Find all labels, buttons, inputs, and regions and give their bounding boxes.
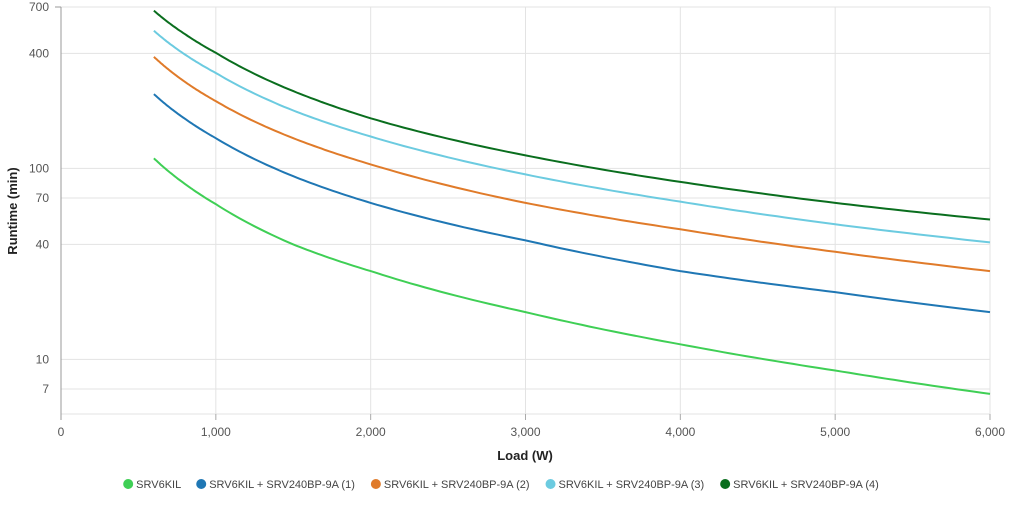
y-tick-label: 10 bbox=[36, 352, 50, 366]
legend-label: SRV6KIL + SRV240BP-9A (1) bbox=[209, 479, 355, 491]
y-tick-label: 40 bbox=[36, 237, 50, 251]
legend-marker-icon bbox=[196, 479, 207, 489]
series-line bbox=[153, 157, 991, 395]
legend-label: SRV6KIL bbox=[136, 479, 181, 491]
legend-label: SRV6KIL + SRV240BP-9A (2) bbox=[384, 479, 530, 491]
legend-item[interactable]: SRV6KIL + SRV240BP-9A (4) bbox=[720, 479, 879, 491]
x-tick-label: 0 bbox=[58, 425, 65, 439]
legend: SRV6KIL SRV6KIL + SRV240BP-9A (1) SRV6KIL … bbox=[123, 479, 879, 491]
series-line bbox=[153, 56, 991, 273]
y-tick-label: 100 bbox=[29, 161, 49, 175]
y-tick-label: 70 bbox=[36, 191, 50, 205]
x-axis-label: Load (W) bbox=[497, 448, 553, 463]
series-line bbox=[153, 29, 991, 244]
x-tick-label: 3,000 bbox=[510, 425, 540, 439]
series-line bbox=[153, 93, 991, 314]
x-tick-label: 2,000 bbox=[356, 425, 386, 439]
legend-marker-icon bbox=[123, 479, 134, 489]
legend-marker-icon bbox=[545, 479, 556, 489]
legend-marker-icon bbox=[370, 479, 381, 489]
y-tick-label: 700 bbox=[29, 0, 49, 14]
x-tick-label: 5,000 bbox=[820, 425, 850, 439]
legend-item[interactable]: SRV6KIL + SRV240BP-9A (2) bbox=[370, 479, 530, 491]
y-axis-label: Runtime (min) bbox=[5, 167, 20, 254]
series-line bbox=[153, 9, 991, 221]
y-tick-label: 7 bbox=[42, 382, 49, 396]
x-tick-label: 4,000 bbox=[665, 425, 695, 439]
legend-item[interactable]: SRV6KIL + SRV240BP-9A (1) bbox=[196, 479, 355, 491]
axes: 7 10 40 70 100 400 700 0 1,000 2,000 3,000 4,000 5,0… bbox=[29, 0, 1005, 439]
legend-marker-icon bbox=[720, 479, 731, 489]
legend-item[interactable]: SRV6KIL + SRV240BP-9A (3) bbox=[545, 479, 705, 491]
grid bbox=[61, 6, 991, 415]
series-lines bbox=[153, 9, 991, 395]
y-tick-label: 400 bbox=[29, 46, 49, 60]
x-tick-label: 6,000 bbox=[975, 425, 1005, 439]
legend-item[interactable]: SRV6KIL bbox=[123, 479, 181, 491]
legend-label: SRV6KIL + SRV240BP-9A (4) bbox=[733, 479, 879, 491]
legend-label: SRV6KIL + SRV240BP-9A (3) bbox=[559, 479, 705, 491]
x-tick-label: 1,000 bbox=[201, 425, 231, 439]
